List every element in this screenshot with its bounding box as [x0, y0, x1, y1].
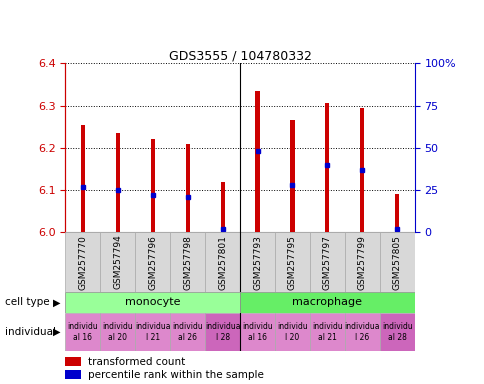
Text: GSM257793: GSM257793 — [253, 235, 261, 290]
Bar — [344, 232, 379, 292]
Bar — [325, 104, 329, 232]
Text: individu
al 20: individu al 20 — [102, 323, 133, 342]
Text: individu
l 20: individu l 20 — [276, 323, 307, 342]
Text: individua
l 21: individua l 21 — [135, 323, 170, 342]
Text: percentile rank within the sample: percentile rank within the sample — [88, 369, 263, 380]
Bar — [255, 91, 259, 232]
Text: individua
l 26: individua l 26 — [344, 323, 379, 342]
Bar — [100, 313, 135, 351]
Text: cell type: cell type — [5, 297, 49, 308]
Bar — [135, 232, 170, 292]
Text: GSM257801: GSM257801 — [218, 235, 227, 290]
Title: GDS3555 / 104780332: GDS3555 / 104780332 — [168, 49, 311, 62]
Bar — [65, 313, 100, 351]
Bar — [290, 121, 294, 232]
Bar — [135, 313, 170, 351]
Text: individu
al 26: individu al 26 — [172, 323, 203, 342]
Bar — [65, 232, 100, 292]
Text: GSM257798: GSM257798 — [183, 235, 192, 290]
Bar — [220, 182, 224, 232]
Bar — [240, 313, 274, 351]
Text: GSM257795: GSM257795 — [287, 235, 296, 290]
Bar — [65, 370, 81, 379]
Text: GSM257799: GSM257799 — [357, 235, 366, 290]
Bar — [309, 232, 344, 292]
Bar — [379, 232, 414, 292]
Text: individual: individual — [5, 327, 56, 337]
Bar — [81, 125, 85, 232]
Bar — [170, 232, 205, 292]
Text: individua
l 28: individua l 28 — [204, 323, 240, 342]
Text: individu
al 21: individu al 21 — [311, 323, 342, 342]
Text: ▶: ▶ — [53, 297, 60, 308]
Text: macrophage: macrophage — [292, 297, 362, 308]
Text: transformed count: transformed count — [88, 357, 185, 367]
Bar — [344, 313, 379, 351]
Bar — [151, 139, 154, 232]
Text: GSM257797: GSM257797 — [322, 235, 331, 290]
Bar — [240, 292, 414, 313]
Bar — [65, 357, 81, 366]
Text: individu
al 16: individu al 16 — [67, 323, 98, 342]
Bar — [394, 194, 398, 232]
Bar — [65, 292, 240, 313]
Bar — [309, 313, 344, 351]
Bar — [100, 232, 135, 292]
Text: GSM257805: GSM257805 — [392, 235, 401, 290]
Bar — [205, 232, 240, 292]
Bar — [185, 144, 189, 232]
Text: individu
al 28: individu al 28 — [381, 323, 412, 342]
Bar — [360, 108, 363, 232]
Text: individu
al 16: individu al 16 — [242, 323, 272, 342]
Text: ▶: ▶ — [53, 327, 60, 337]
Bar — [170, 313, 205, 351]
Text: GSM257794: GSM257794 — [113, 235, 122, 290]
Bar — [116, 133, 120, 232]
Text: GSM257796: GSM257796 — [148, 235, 157, 290]
Bar — [379, 313, 414, 351]
Text: monocyte: monocyte — [125, 297, 180, 308]
Bar — [205, 313, 240, 351]
Bar — [274, 313, 309, 351]
Text: GSM257770: GSM257770 — [78, 235, 87, 290]
Bar — [274, 232, 309, 292]
Bar — [240, 232, 274, 292]
